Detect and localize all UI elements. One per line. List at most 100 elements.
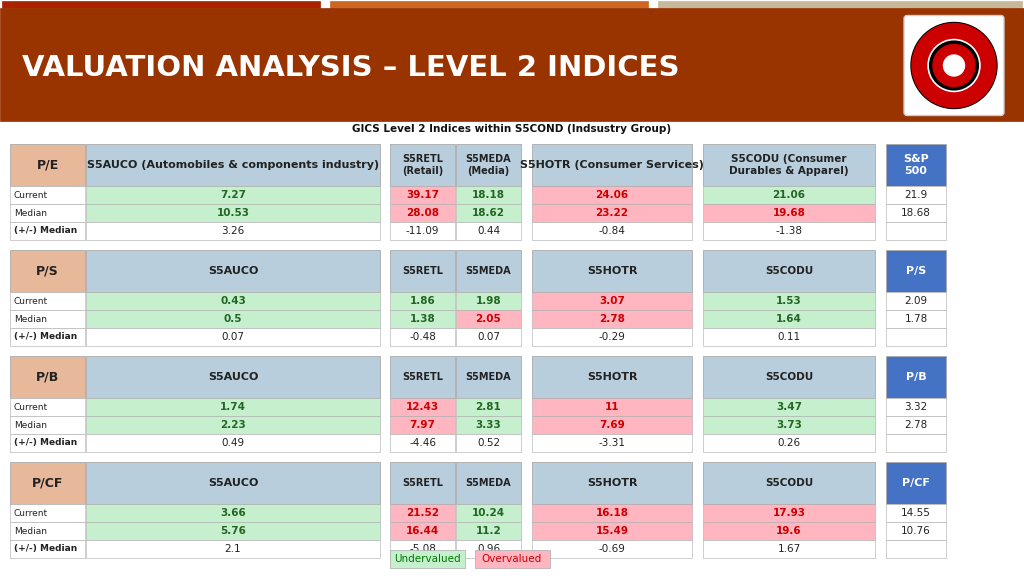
Text: 0.52: 0.52 bbox=[477, 438, 500, 448]
FancyBboxPatch shape bbox=[886, 398, 946, 416]
Text: Current: Current bbox=[14, 509, 48, 517]
FancyBboxPatch shape bbox=[390, 398, 455, 416]
Text: -0.84: -0.84 bbox=[599, 226, 626, 236]
Text: S5RETL: S5RETL bbox=[402, 478, 443, 488]
Text: 0.07: 0.07 bbox=[221, 332, 245, 342]
FancyBboxPatch shape bbox=[10, 204, 85, 222]
FancyBboxPatch shape bbox=[886, 204, 946, 222]
FancyBboxPatch shape bbox=[390, 144, 455, 186]
FancyBboxPatch shape bbox=[703, 434, 874, 452]
Text: S5MEDA
(Media): S5MEDA (Media) bbox=[466, 154, 511, 176]
FancyBboxPatch shape bbox=[703, 186, 874, 204]
Text: 0.44: 0.44 bbox=[477, 226, 500, 236]
Text: 23.22: 23.22 bbox=[596, 208, 629, 218]
FancyBboxPatch shape bbox=[456, 462, 521, 504]
Text: 1.53: 1.53 bbox=[776, 296, 802, 306]
Text: 2.78: 2.78 bbox=[904, 420, 928, 430]
Text: 28.08: 28.08 bbox=[406, 208, 439, 218]
Text: 2.05: 2.05 bbox=[475, 314, 502, 324]
Text: -11.09: -11.09 bbox=[406, 226, 439, 236]
Text: 2.23: 2.23 bbox=[220, 420, 246, 430]
FancyBboxPatch shape bbox=[456, 204, 521, 222]
Text: 10.76: 10.76 bbox=[901, 526, 931, 536]
Text: 18.62: 18.62 bbox=[472, 208, 505, 218]
FancyBboxPatch shape bbox=[10, 292, 85, 310]
Text: Median: Median bbox=[14, 526, 47, 536]
Text: 39.17: 39.17 bbox=[406, 190, 439, 200]
FancyBboxPatch shape bbox=[86, 186, 380, 204]
Text: S5MEDA: S5MEDA bbox=[466, 372, 511, 382]
FancyBboxPatch shape bbox=[390, 186, 455, 204]
FancyBboxPatch shape bbox=[86, 250, 380, 292]
FancyBboxPatch shape bbox=[456, 540, 521, 558]
Text: 1.74: 1.74 bbox=[220, 402, 246, 412]
FancyBboxPatch shape bbox=[886, 186, 946, 204]
FancyBboxPatch shape bbox=[390, 550, 465, 568]
FancyBboxPatch shape bbox=[86, 416, 380, 434]
Text: -5.08: -5.08 bbox=[409, 544, 436, 554]
FancyBboxPatch shape bbox=[390, 540, 455, 558]
FancyBboxPatch shape bbox=[390, 292, 455, 310]
FancyBboxPatch shape bbox=[330, 1, 648, 8]
FancyBboxPatch shape bbox=[532, 398, 692, 416]
FancyBboxPatch shape bbox=[532, 186, 692, 204]
FancyBboxPatch shape bbox=[532, 292, 692, 310]
FancyBboxPatch shape bbox=[532, 540, 692, 558]
FancyBboxPatch shape bbox=[10, 462, 85, 504]
FancyBboxPatch shape bbox=[532, 204, 692, 222]
Text: Median: Median bbox=[14, 420, 47, 430]
FancyBboxPatch shape bbox=[886, 328, 946, 346]
Circle shape bbox=[912, 24, 996, 108]
FancyBboxPatch shape bbox=[10, 540, 85, 558]
Text: 16.18: 16.18 bbox=[596, 508, 629, 518]
Text: -4.46: -4.46 bbox=[409, 438, 436, 448]
FancyBboxPatch shape bbox=[390, 222, 455, 240]
FancyBboxPatch shape bbox=[10, 416, 85, 434]
FancyBboxPatch shape bbox=[475, 550, 550, 568]
FancyBboxPatch shape bbox=[10, 186, 85, 204]
FancyBboxPatch shape bbox=[886, 434, 946, 452]
Text: GICS Level 2 Indices within S5COND (Indsustry Group): GICS Level 2 Indices within S5COND (Inds… bbox=[352, 124, 672, 134]
FancyBboxPatch shape bbox=[456, 398, 521, 416]
FancyBboxPatch shape bbox=[532, 356, 692, 398]
FancyBboxPatch shape bbox=[390, 504, 455, 522]
FancyBboxPatch shape bbox=[456, 504, 521, 522]
FancyBboxPatch shape bbox=[456, 222, 521, 240]
FancyBboxPatch shape bbox=[532, 522, 692, 540]
FancyBboxPatch shape bbox=[10, 328, 85, 346]
FancyBboxPatch shape bbox=[86, 434, 380, 452]
Text: 11.2: 11.2 bbox=[475, 526, 502, 536]
Text: 21.9: 21.9 bbox=[904, 190, 928, 200]
Circle shape bbox=[930, 41, 978, 90]
Text: P/B: P/B bbox=[905, 372, 927, 382]
Text: 10.53: 10.53 bbox=[216, 208, 250, 218]
Text: S5MEDA: S5MEDA bbox=[466, 478, 511, 488]
Text: 2.81: 2.81 bbox=[475, 402, 502, 412]
FancyBboxPatch shape bbox=[703, 398, 874, 416]
Text: 18.68: 18.68 bbox=[901, 208, 931, 218]
FancyBboxPatch shape bbox=[886, 356, 946, 398]
Text: S5HOTR: S5HOTR bbox=[587, 478, 637, 488]
Text: 2.78: 2.78 bbox=[599, 314, 625, 324]
FancyBboxPatch shape bbox=[703, 462, 874, 504]
FancyBboxPatch shape bbox=[532, 144, 692, 186]
FancyBboxPatch shape bbox=[532, 434, 692, 452]
FancyBboxPatch shape bbox=[390, 250, 455, 292]
FancyBboxPatch shape bbox=[390, 328, 455, 346]
Circle shape bbox=[928, 40, 980, 92]
FancyBboxPatch shape bbox=[532, 462, 692, 504]
Text: S5CODU: S5CODU bbox=[765, 266, 813, 276]
Text: 2.09: 2.09 bbox=[904, 296, 928, 306]
FancyBboxPatch shape bbox=[390, 462, 455, 504]
FancyBboxPatch shape bbox=[456, 416, 521, 434]
FancyBboxPatch shape bbox=[703, 504, 874, 522]
FancyBboxPatch shape bbox=[886, 522, 946, 540]
FancyBboxPatch shape bbox=[703, 416, 874, 434]
FancyBboxPatch shape bbox=[0, 8, 1024, 121]
Text: 18.18: 18.18 bbox=[472, 190, 505, 200]
Text: 0.49: 0.49 bbox=[221, 438, 245, 448]
FancyBboxPatch shape bbox=[390, 434, 455, 452]
Text: Current: Current bbox=[14, 403, 48, 411]
FancyBboxPatch shape bbox=[886, 250, 946, 292]
FancyBboxPatch shape bbox=[86, 310, 380, 328]
